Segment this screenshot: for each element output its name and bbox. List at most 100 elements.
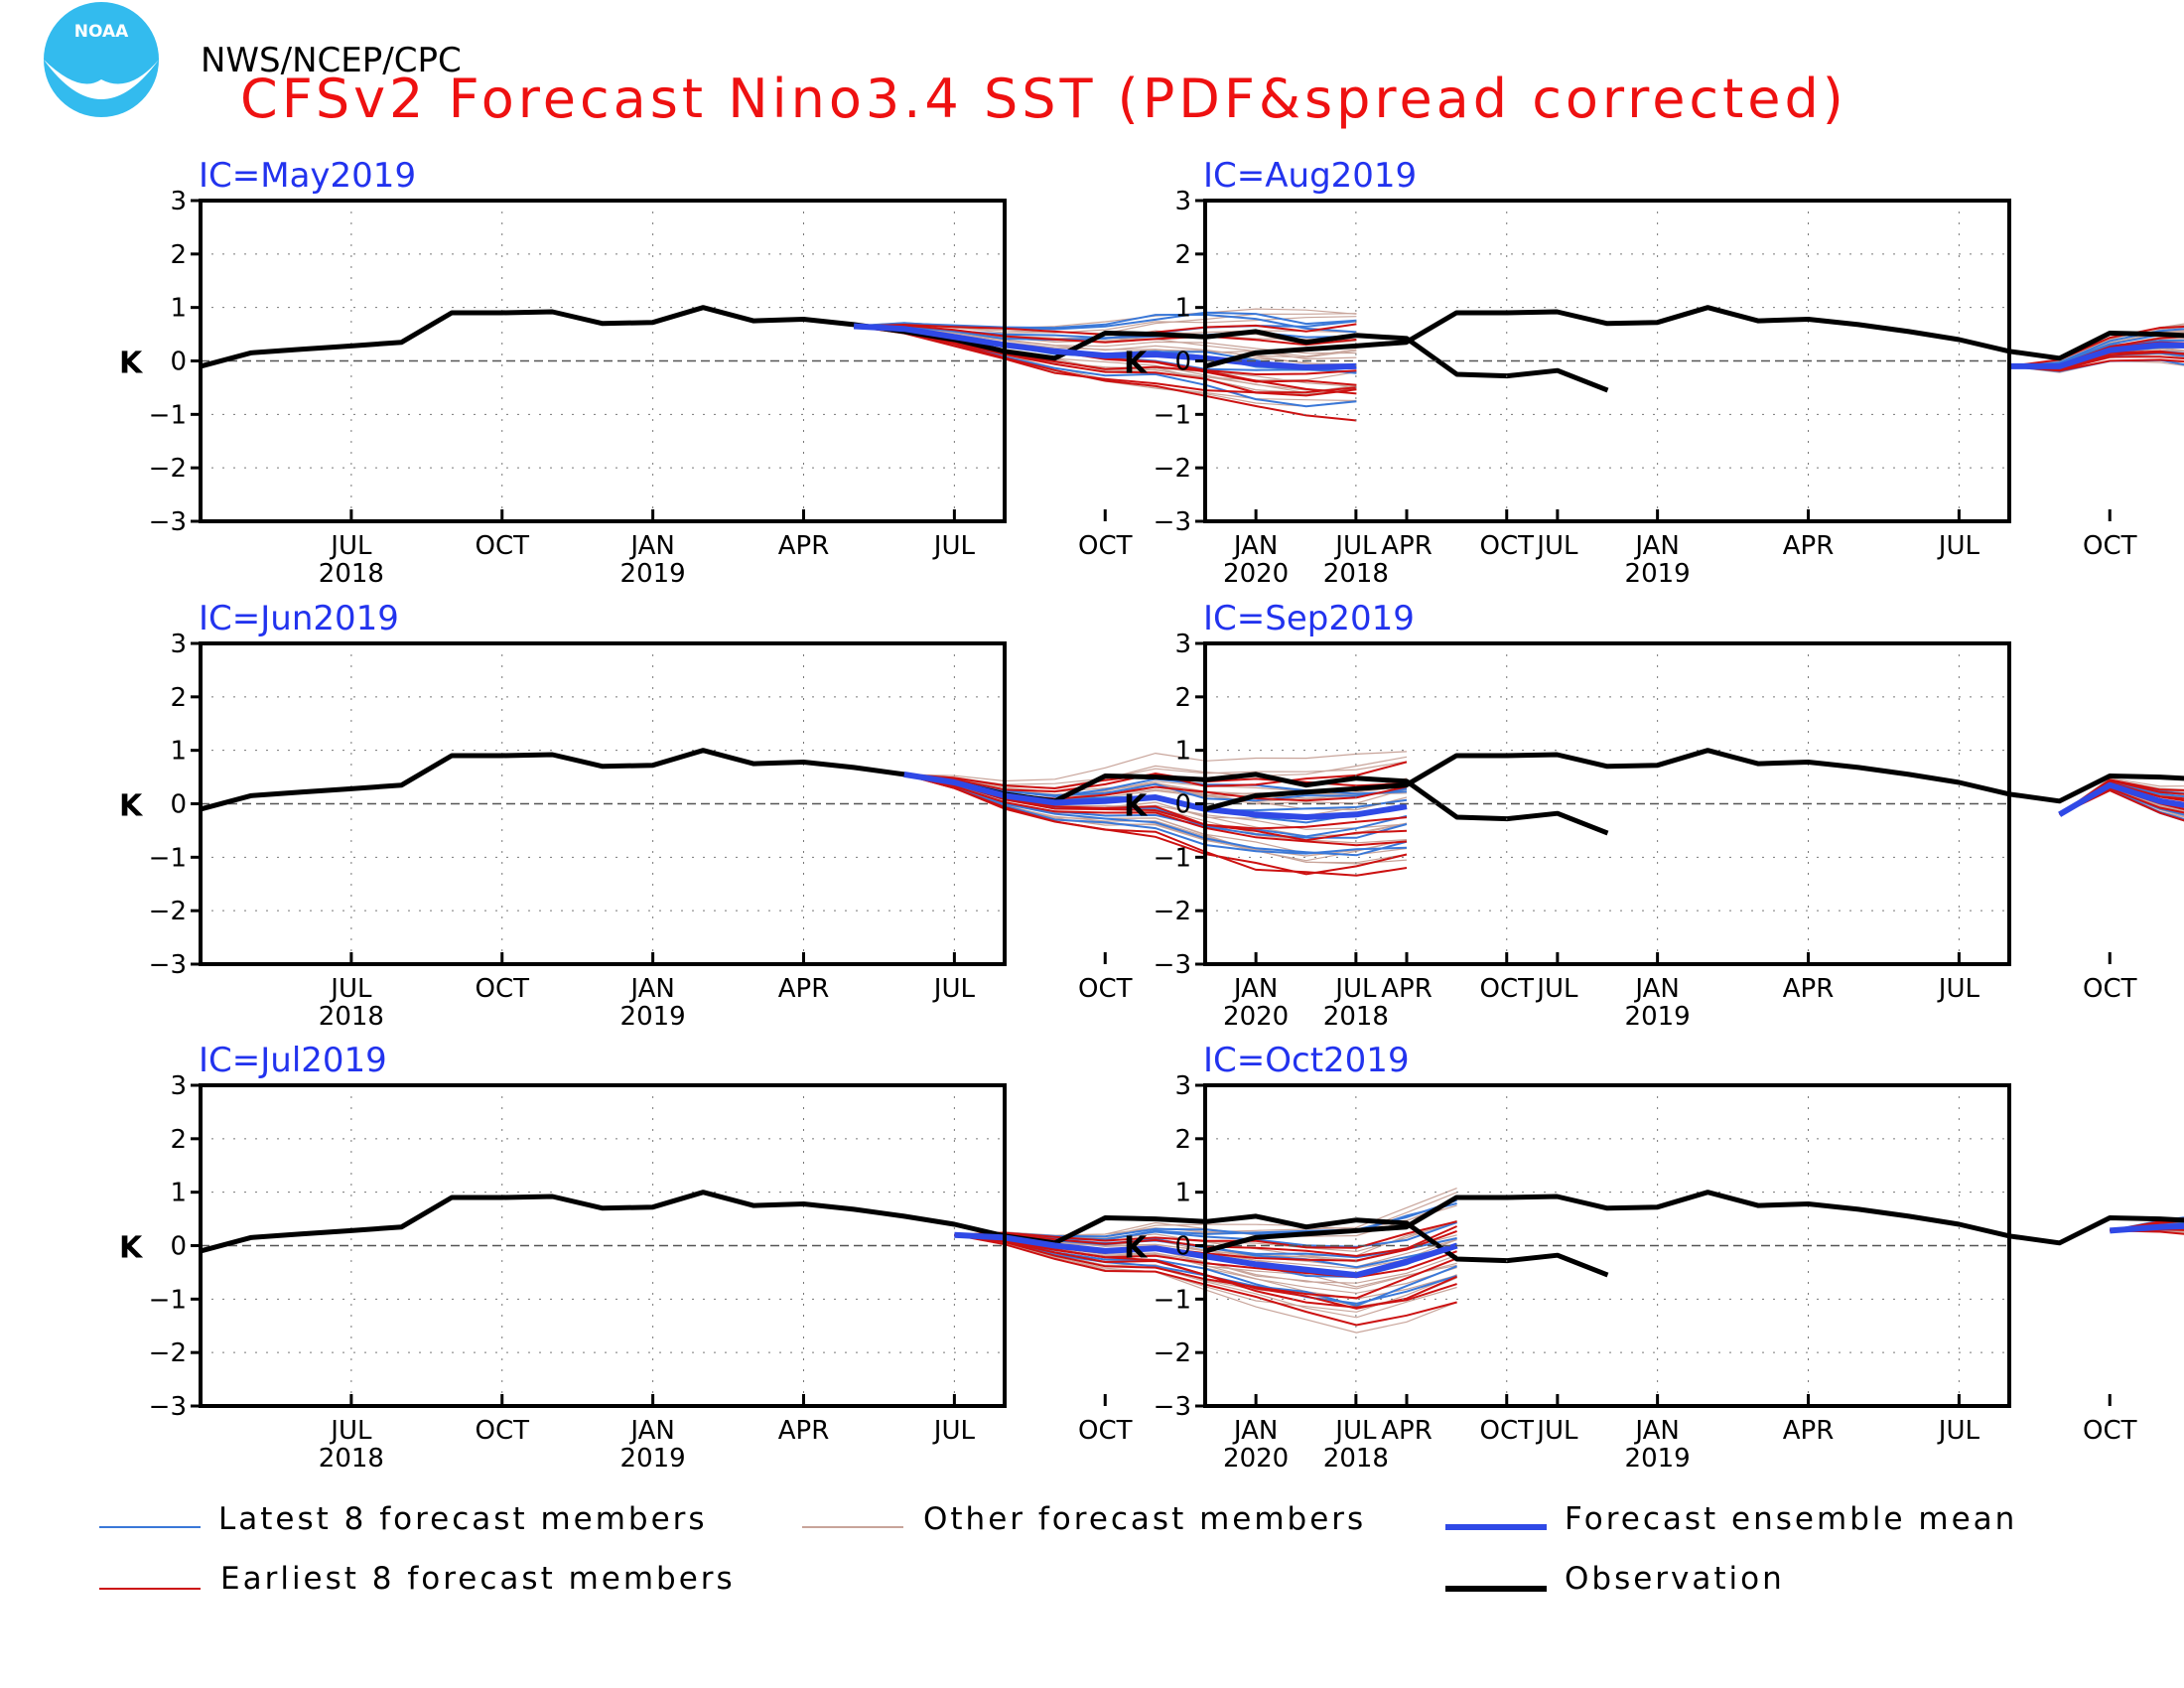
- agency-label: NWS/NCEP/CPC: [201, 41, 462, 80]
- y-tick-label: 2: [1174, 683, 1191, 713]
- x-tick-label: JUL: [1535, 531, 1578, 561]
- other-member-line: [2110, 1229, 2184, 1234]
- x-tick-label: JUL: [1535, 974, 1578, 1004]
- ensemble-mean-line: [2110, 1222, 2184, 1234]
- x-tick-label: JAN: [1633, 1416, 1679, 1446]
- x-tick-year-label: 2018: [1323, 1444, 1389, 1474]
- x-tick-year-label: 2018: [319, 1444, 384, 1474]
- y-axis-label: K: [119, 789, 144, 824]
- x-tick-label: JAN: [628, 974, 674, 1004]
- y-tick-label: 1: [1174, 737, 1191, 767]
- y-tick-label: 2: [170, 240, 187, 270]
- y-tick-label: 0: [1174, 790, 1191, 820]
- observation-line: [200, 305, 1609, 393]
- earliest-member-line: [903, 773, 1408, 876]
- y-tick-label: 1: [170, 294, 187, 324]
- noaa-logo-circle: [44, 2, 159, 117]
- x-tick-label: APR: [778, 531, 830, 561]
- y-tick-label: 0: [170, 348, 187, 377]
- latest-member-line: [2059, 780, 2184, 816]
- y-axis-label: K: [119, 1231, 144, 1266]
- y-tick-label: 0: [1174, 1232, 1191, 1262]
- y-axis-label: K: [1124, 347, 1149, 381]
- earliest-member-line: [2059, 779, 2184, 816]
- other-member-line: [2008, 323, 2184, 367]
- x-tick-label: APR: [778, 1416, 830, 1446]
- x-tick-label: APR: [1381, 531, 1433, 561]
- x-tick-label: JAN: [1232, 531, 1278, 561]
- y-tick-label: 3: [170, 187, 187, 216]
- x-tick-label: JUL: [1937, 974, 1980, 1004]
- x-tick-label: JAN: [1633, 974, 1679, 1004]
- x-tick-label: APR: [1783, 974, 1835, 1004]
- x-tick-label: JUL: [1333, 531, 1377, 561]
- other-member-line: [2110, 1229, 2184, 1233]
- observation-line: [1204, 305, 2184, 369]
- x-tick-label: JAN: [1232, 974, 1278, 1004]
- y-tick-label: −2: [1154, 897, 1191, 926]
- x-tick-year-label: 2020: [1223, 1444, 1289, 1474]
- x-tick-year-label: 2018: [319, 1002, 384, 1032]
- earliest-member-line: [903, 761, 1408, 790]
- y-axis-label: K: [1124, 1231, 1149, 1266]
- x-tick-year-label: 2019: [1625, 1002, 1691, 1032]
- y-tick-label: −3: [149, 1392, 187, 1422]
- legend-latest-label: Latest 8 forecast members: [218, 1501, 708, 1537]
- x-tick-label: OCT: [1479, 531, 1534, 561]
- panel-title-4: IC=Sep2019: [1203, 599, 1415, 638]
- x-tick-label: JUL: [1535, 1416, 1578, 1446]
- y-tick-label: −3: [1154, 1392, 1191, 1422]
- y-tick-label: 1: [170, 1179, 187, 1208]
- y-axis-label: K: [119, 347, 144, 381]
- legend-earliest-label: Earliest 8 forecast members: [220, 1561, 736, 1597]
- noaa-logo: NOAA: [44, 2, 159, 117]
- earliest-member-line: [2008, 358, 2184, 372]
- x-tick-label: JUL: [329, 1416, 372, 1446]
- x-tick-label: JAN: [628, 1416, 674, 1446]
- earliest-member-line: [2008, 351, 2184, 369]
- x-tick-label: JUL: [932, 1416, 976, 1446]
- x-tick-label: OCT: [1479, 974, 1534, 1004]
- y-tick-label: −1: [149, 843, 187, 873]
- y-tick-label: 2: [170, 683, 187, 713]
- y-tick-label: 3: [1174, 187, 1191, 216]
- earliest-member-line: [853, 325, 1357, 397]
- figure-title: CFSv2 Forecast Nino3.4 SST (PDF&spread c…: [240, 68, 1847, 130]
- y-tick-label: −1: [149, 1285, 187, 1315]
- panel-title-5: IC=Jul2019: [199, 1041, 387, 1080]
- y-tick-label: 0: [1174, 348, 1191, 377]
- observation-line: [1204, 748, 2184, 812]
- y-tick-label: 3: [1174, 1071, 1191, 1101]
- x-tick-label: OCT: [475, 974, 529, 1004]
- y-tick-label: −2: [149, 897, 187, 926]
- ensemble-mean-line: [853, 323, 1357, 370]
- latest-member-line: [2008, 328, 2184, 367]
- y-tick-label: −3: [1154, 950, 1191, 980]
- panel-title-2: IC=Aug2019: [1203, 156, 1417, 196]
- y-tick-label: −3: [1154, 507, 1191, 537]
- x-tick-label: OCT: [1078, 1416, 1133, 1446]
- x-tick-label: JAN: [1232, 1416, 1278, 1446]
- earliest-member-line: [2008, 355, 2184, 371]
- other-member-line: [2110, 1229, 2184, 1231]
- y-tick-label: −2: [149, 1338, 187, 1368]
- x-tick-year-label: 2020: [1223, 1002, 1289, 1032]
- y-tick-label: −2: [1154, 454, 1191, 484]
- y-tick-label: −1: [1154, 843, 1191, 873]
- earliest-member-line: [2008, 326, 2184, 367]
- y-tick-label: −1: [1154, 1285, 1191, 1315]
- noaa-logo-bird: [44, 60, 159, 99]
- other-member-line: [2110, 1229, 2184, 1233]
- y-tick-label: 2: [1174, 1125, 1191, 1155]
- observation-line: [200, 1190, 1609, 1278]
- x-tick-label: JUL: [329, 531, 372, 561]
- latest-member-line: [854, 311, 1357, 331]
- panel-title-1: IC=May2019: [199, 156, 416, 196]
- ensemble-mean-line: [2009, 342, 2184, 369]
